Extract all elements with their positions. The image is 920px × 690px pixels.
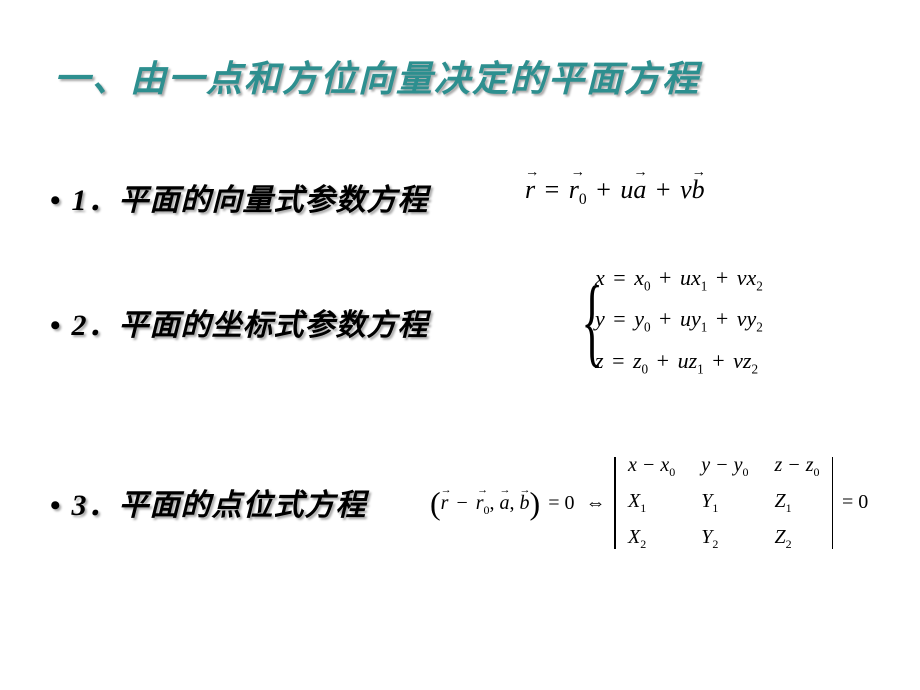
eq-line-y: y = y0 + uy1 + vy2 [595,306,763,335]
vec-b-3: b [520,492,530,515]
det-r3c1: X2 [628,526,675,552]
vec-a-3: a [500,492,510,515]
vec-r-3: r [441,492,449,515]
eq-line-z: z = z0 + uz1 + vz2 [595,348,763,377]
determinant: x − x0 y − y0 z − z0 X1 Y1 Z1 X2 Y2 Z2 [614,450,833,555]
det-r3c3: Z2 [774,526,819,552]
det-r3c2: Y2 [701,526,748,552]
rparen: ) [530,485,541,521]
det-r2c3: Z1 [774,490,819,516]
section-1: • 1．平面的向量式参数方程 [50,175,429,219]
eq-line-x: x = x0 + ux1 + vx2 [595,265,763,294]
vec-a: a [633,175,646,205]
formula-3: (r − r0, a, b) = 0 ⇔ x − x0 y − y0 z − z… [430,450,871,555]
det-r2c1: X1 [628,490,675,516]
r0-base: r [569,175,579,204]
lparen: ( [430,485,441,521]
equation-system: x = x0 + ux1 + vx2 y = y0 + uy1 + vy2 z … [595,265,763,377]
bullet-3: • [50,489,62,523]
vec-r0-3: r0 [476,492,490,518]
left-brace: { [581,271,603,371]
bullet-1: • [50,184,62,218]
v: v [680,175,692,204]
section-1-label: • 1．平面的向量式参数方程 [50,175,429,219]
section-2-label: • 2．平面的坐标式参数方程 [50,300,429,344]
u: u [620,175,633,204]
vec-r0: r0 [569,175,587,209]
r0-sub: 0 [579,191,587,208]
det-bar-right [832,457,834,549]
section-3-label: • 3．平面的点位式方程 [50,480,367,524]
eq-zero: = 0 [839,491,871,514]
det-grid: x − x0 y − y0 z − z0 X1 Y1 Z1 X2 Y2 Z2 [616,450,832,555]
section-3: • 3．平面的点位式方程 [50,480,367,524]
op-plus1: + [587,175,621,204]
op-plus2: + [646,175,680,204]
vec-b: b [692,175,705,205]
det-r1c1: x − x0 [628,454,675,480]
det-r1c2: y − y0 [701,454,748,480]
det-r2c2: Y1 [701,490,748,516]
brace-group: { x = x0 + ux1 + vx2 y = y0 + uy1 + vy2 … [555,265,763,377]
op-eq: = [535,175,569,204]
formula-1: r = r0 + ua + vb [525,175,705,209]
section-3-text: 3．平面的点位式方程 [72,489,367,522]
det-r1c3: z − z0 [774,454,819,480]
section-1-text: 1．平面的向量式参数方程 [72,184,429,217]
formula-2: { x = x0 + ux1 + vx2 y = y0 + uy1 + vy2 … [555,265,763,377]
bullet-2: • [50,309,62,343]
section-2: • 2．平面的坐标式参数方程 [50,300,429,344]
mixed-product: (r − r0, a, b) = 0 ⇔ [430,487,608,519]
section-2-text: 2．平面的坐标式参数方程 [72,309,429,342]
vec-r: r [525,175,535,205]
slide-title: 一、由一点和方位向量决定的平面方程 [54,50,700,102]
